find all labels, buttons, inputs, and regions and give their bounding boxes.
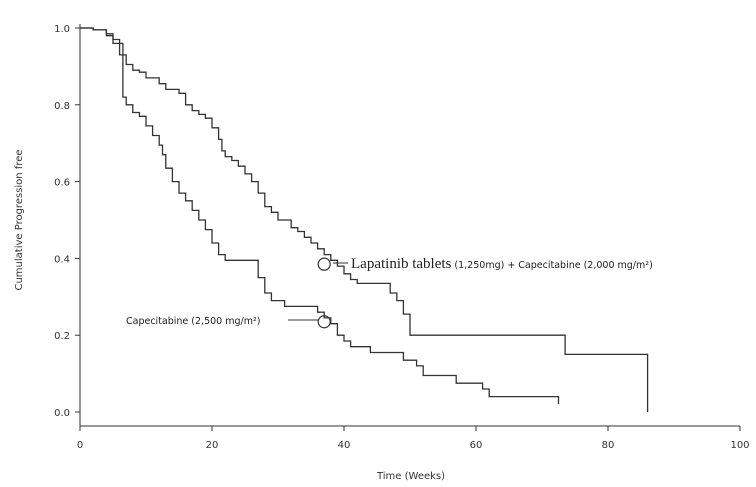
x-tick-label: 60: [470, 440, 483, 451]
lapatinib-label-suffix: (1,250mg) + Capecitabine (2,000 mg/m²): [451, 260, 652, 271]
x-tick-label: 100: [730, 440, 749, 451]
capecitabine-curve: [80, 27, 560, 405]
lapatinib-label-prefix: Lapatinib tablets: [351, 256, 452, 272]
y-tick-label: 0.0: [54, 408, 70, 419]
marker-layer: [317, 257, 331, 329]
lapatinib-series-label: Lapatinib tablets (1,250mg) + Capecitabi…: [351, 256, 653, 272]
lapatinib-marker: [317, 257, 331, 271]
lapatinib-capecitabine-curve: [80, 27, 649, 412]
y-tick-label: 0.2: [54, 331, 70, 342]
y-axis-title: Cumulative Progression free: [14, 149, 25, 290]
y-tick-label: 0.6: [54, 178, 70, 189]
y-tick-label: 0.8: [54, 101, 70, 112]
series-layer: [80, 27, 649, 412]
capecitabine-series-label: Capecitabine (2,500 mg/m²): [126, 316, 260, 327]
x-tick-label: 80: [602, 440, 615, 451]
x-axis-title: Time (Weeks): [376, 471, 445, 482]
y-tick-label: 0.4: [54, 254, 70, 265]
x-tick-label: 20: [206, 440, 219, 451]
x-tick-label: 0: [77, 440, 83, 451]
capecitabine-marker: [317, 315, 331, 329]
x-tick-label: 40: [338, 440, 351, 451]
y-tick-label: 1.0: [54, 24, 70, 35]
plot-axes: 0 20 40 60 80 100 0.0 0.2 0.4 0.6 0.8 1.0: [54, 24, 750, 451]
